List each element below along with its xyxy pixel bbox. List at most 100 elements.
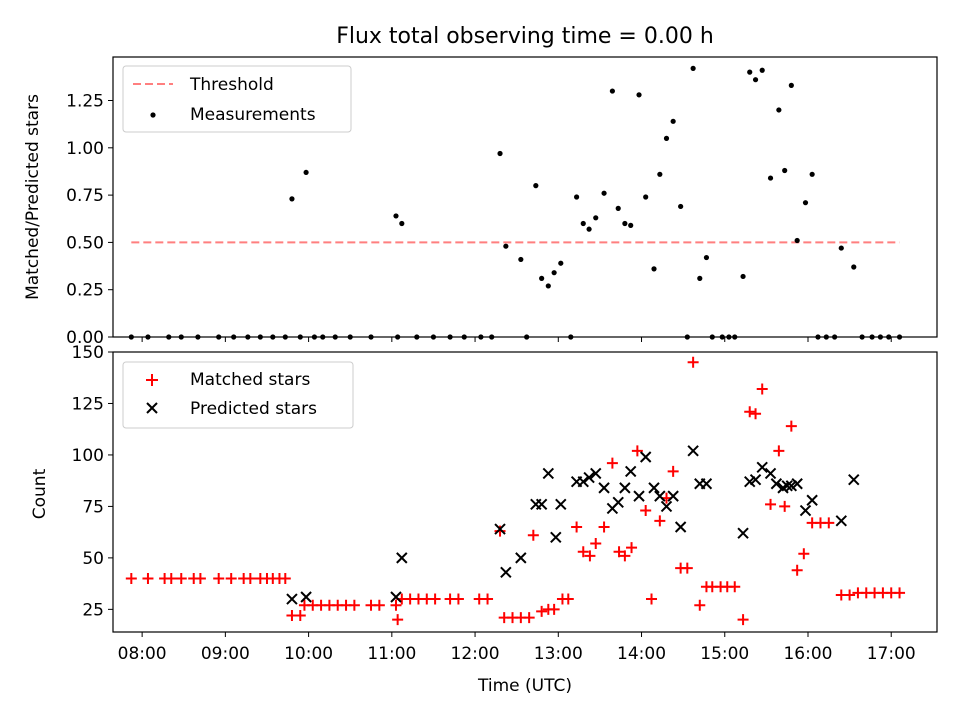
matched-stars-point: [523, 612, 535, 624]
measurement-point: [216, 334, 222, 340]
measurement-point: [558, 260, 564, 266]
legend-measurements-label: Measurements: [190, 105, 316, 125]
x-tick-label: 13:00: [534, 644, 583, 664]
measurement-point: [245, 334, 251, 340]
measurement-point: [393, 213, 399, 219]
matched-stars-point: [590, 537, 602, 549]
measurement-point: [518, 256, 524, 263]
matched-stars-point: [681, 562, 693, 574]
measurement-point: [539, 275, 545, 281]
predicted-stars-point: [555, 498, 567, 511]
measurement-point: [615, 205, 621, 211]
predicted-stars-point: [633, 490, 645, 502]
measurement-point: [690, 65, 696, 71]
measurement-point: [759, 67, 765, 73]
predicted-stars-point: [654, 490, 666, 502]
predicted-stars-point: [781, 480, 793, 492]
measurement-point: [320, 334, 326, 340]
x-tick-label: 16:00: [783, 644, 832, 664]
x-tick-label: 10:00: [284, 644, 333, 664]
measurement-point: [776, 107, 782, 113]
x-tick-label: 09:00: [201, 644, 250, 664]
measurement-point: [311, 334, 318, 340]
legend-predicted-swatch: [146, 402, 158, 414]
measurement-point: [877, 334, 884, 340]
measurement-point: [503, 243, 509, 249]
measurement-point: [128, 334, 134, 340]
y-tick-label: 150: [72, 343, 104, 363]
bottom-x-axis-label: Time (UTC): [477, 676, 572, 696]
measurement-point: [461, 334, 467, 340]
bottom-panel: Count Time (UTC) 25 50 75 100 125 150 08:00 09:…: [30, 343, 938, 696]
y-tick-label: 1.25: [66, 92, 104, 112]
legend-measurements-swatch: [150, 112, 156, 118]
predicted-stars-point: [756, 461, 768, 474]
measurement-point: [622, 220, 628, 227]
measurement-point: [447, 334, 453, 340]
measurement-point: [732, 334, 738, 340]
y-tick-label: 75: [82, 497, 104, 517]
predicted-stars-point: [390, 591, 402, 603]
bottom-legend-box: [122, 361, 354, 429]
measurement-point: [178, 334, 184, 340]
y-tick-label: 125: [72, 394, 104, 414]
measurement-point: [794, 237, 800, 244]
measurement-point: [545, 283, 551, 289]
predicted-stars-point: [835, 515, 847, 527]
top-plot-area: [128, 65, 903, 340]
measurement-point: [815, 334, 821, 340]
measurement-point: [670, 118, 676, 124]
measurement-point: [303, 169, 309, 176]
matched-stars-point: [765, 498, 777, 510]
measurement-point: [678, 203, 684, 210]
matched-stars-point: [613, 546, 625, 558]
measurement-point: [657, 171, 663, 177]
matched-stars-point: [494, 525, 506, 537]
matched-stars-point: [729, 581, 741, 593]
bottom-y-axis-label: Count: [30, 468, 50, 519]
measurement-point: [568, 334, 574, 340]
measurement-point: [788, 82, 794, 88]
predicted-stars-point: [749, 473, 762, 486]
x-tick-label: 15:00: [700, 644, 749, 664]
matched-stars-point: [348, 599, 360, 611]
predicted-stars-point: [667, 490, 679, 502]
measurement-point: [740, 273, 746, 280]
top-panel-title: Flux total observing time = 0.00 h: [336, 24, 714, 49]
matched-stars-point: [646, 593, 658, 605]
measurement-point: [747, 69, 753, 75]
predicted-stars-point: [396, 552, 408, 564]
matched-stars-point: [654, 515, 666, 527]
bottom-ticks: 25 50 75 100 125 150 08:00 09:00 10:00 11:00 12:00…: [72, 343, 916, 664]
matched-stars-point: [548, 603, 560, 615]
measurement-point: [896, 334, 903, 340]
measurement-point: [869, 334, 875, 340]
measurement-point: [332, 334, 338, 340]
matched-stars-point: [750, 408, 762, 420]
predicted-stars-point: [612, 496, 624, 509]
predicted-stars-point: [590, 467, 602, 480]
bottom-legend: Matched stars Predicted stars: [122, 361, 354, 429]
matched-stars-point: [429, 593, 441, 605]
measurement-point: [782, 167, 788, 174]
predicted-stars-point: [619, 482, 631, 494]
top-panel: Flux total observing time = 0.00 h Match…: [23, 24, 938, 348]
matched-stars-point: [631, 445, 643, 457]
measurement-point: [430, 334, 437, 340]
measurement-point: [601, 190, 607, 196]
matched-stars-point: [577, 546, 589, 558]
matched-stars-point: [737, 614, 749, 626]
measurement-point: [609, 88, 615, 94]
predicted-stars-point: [494, 523, 506, 535]
measurement-point: [643, 194, 649, 200]
matched-stars-point: [894, 587, 906, 599]
measurement-point: [709, 334, 715, 340]
matched-stars-point: [606, 457, 618, 469]
measurement-point: [257, 334, 263, 340]
measurement-point: [802, 200, 809, 206]
predicted-stars-point: [660, 500, 673, 513]
measurement-point: [489, 334, 495, 340]
measurement-point: [497, 150, 503, 157]
measurement-point: [719, 334, 725, 340]
predicted-stars-point: [791, 478, 803, 490]
